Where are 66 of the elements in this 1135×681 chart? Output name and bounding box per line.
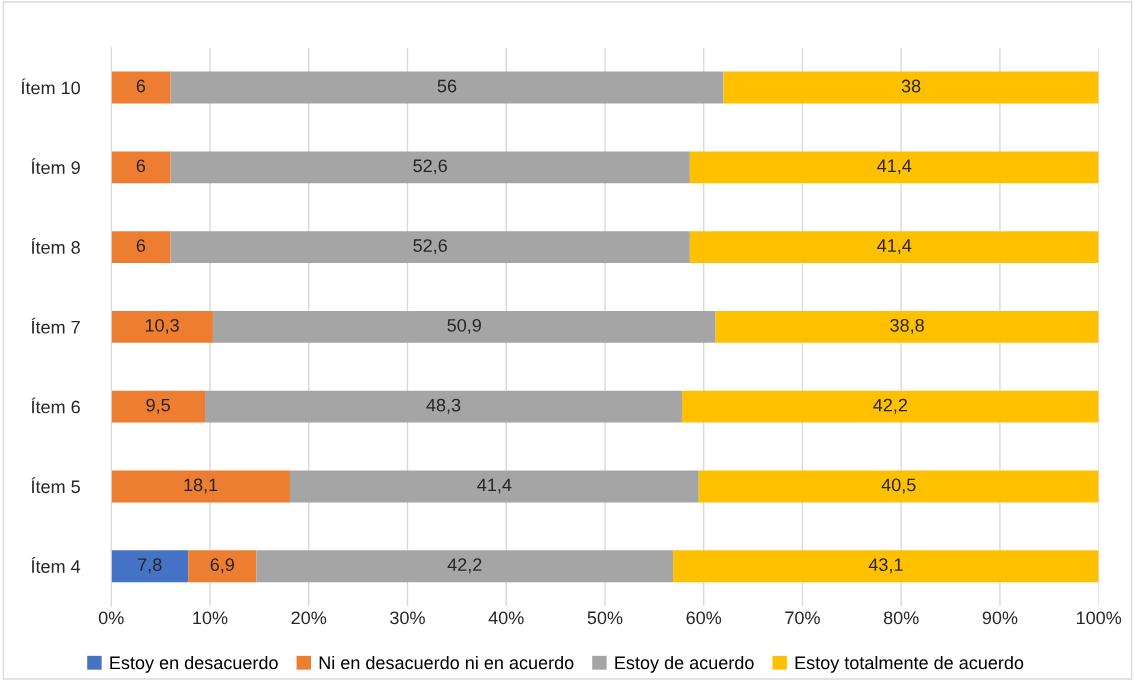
data-label: 41,4 bbox=[877, 239, 912, 255]
data-label: 10,3 bbox=[145, 318, 179, 334]
bar bbox=[170, 151, 690, 184]
bar bbox=[205, 390, 682, 423]
bar bbox=[111, 71, 171, 104]
data-label: 6 bbox=[136, 159, 146, 173]
data-label: 6 bbox=[136, 79, 146, 93]
x-tick-label: 80% bbox=[883, 611, 919, 625]
bar bbox=[212, 310, 716, 343]
data-label: 18,1 bbox=[184, 478, 218, 494]
data-label: 42,2 bbox=[873, 398, 907, 414]
data-label: 6,9 bbox=[210, 558, 235, 574]
data-label: 38 bbox=[901, 79, 921, 93]
y-tick-label: Ítem 7 bbox=[31, 317, 80, 334]
data-label: 52,6 bbox=[413, 239, 447, 255]
legend-label: Estoy en desacuerdo bbox=[110, 655, 278, 673]
bar bbox=[681, 390, 1099, 423]
bar bbox=[111, 231, 171, 264]
data-label: 41,4 bbox=[477, 478, 512, 494]
x-tick-label: 50% bbox=[587, 611, 623, 625]
bar bbox=[689, 151, 1099, 184]
bar bbox=[689, 231, 1099, 264]
bar bbox=[170, 231, 690, 264]
bar bbox=[170, 71, 724, 104]
data-label: 52,6 bbox=[413, 159, 447, 175]
bar bbox=[256, 550, 674, 583]
legend-label: Ni en desacuerdo ni en acuerdo bbox=[319, 655, 574, 670]
x-tick-label: 90% bbox=[982, 611, 1018, 625]
x-tick-label: 20% bbox=[291, 611, 327, 625]
data-label: 56 bbox=[437, 79, 457, 93]
data-label: 6 bbox=[136, 239, 146, 252]
bar bbox=[723, 71, 1099, 104]
data-label: 41,4 bbox=[877, 159, 912, 175]
bar bbox=[673, 550, 1099, 583]
data-label: 38,8 bbox=[890, 318, 924, 334]
bar bbox=[289, 470, 699, 503]
x-tick-label: 60% bbox=[686, 611, 722, 625]
data-label: 48,3 bbox=[426, 398, 461, 414]
y-tick-label: Ítem 8 bbox=[31, 237, 80, 254]
data-label: 7,8 bbox=[138, 558, 162, 574]
x-tick-label: 0% bbox=[98, 611, 124, 625]
bar bbox=[111, 550, 189, 583]
x-tick-label: 40% bbox=[488, 611, 524, 625]
y-tick-label: Ítem 6 bbox=[31, 397, 80, 414]
y-tick-label: Ítem 10 bbox=[21, 78, 80, 95]
y-tick-label: Ítem 5 bbox=[31, 477, 80, 494]
legend-label: Estoy de acuerdo bbox=[615, 655, 754, 673]
bar bbox=[111, 390, 206, 423]
bar bbox=[111, 310, 213, 343]
data-label: 40,5 bbox=[881, 478, 916, 494]
x-tick-label: 30% bbox=[390, 611, 425, 625]
x-tick-label: 70% bbox=[785, 611, 820, 625]
y-tick-label: Ítem 9 bbox=[31, 158, 80, 175]
bar bbox=[111, 470, 290, 503]
data-label: 42,2 bbox=[447, 558, 482, 574]
bar bbox=[698, 470, 1099, 503]
bar bbox=[715, 310, 1099, 343]
data-label: 9,5 bbox=[146, 398, 170, 414]
x-tick-label: 100% bbox=[1076, 611, 1122, 625]
bar bbox=[188, 550, 257, 583]
legend-label: Estoy totalmente de acuerdo bbox=[795, 655, 1024, 673]
data-label: 43,1 bbox=[868, 558, 903, 574]
data-label: 50,9 bbox=[447, 318, 481, 334]
y-tick-label: Ítem 4 bbox=[31, 557, 81, 573]
bar bbox=[111, 151, 171, 184]
x-tick-label: 10% bbox=[193, 611, 228, 625]
